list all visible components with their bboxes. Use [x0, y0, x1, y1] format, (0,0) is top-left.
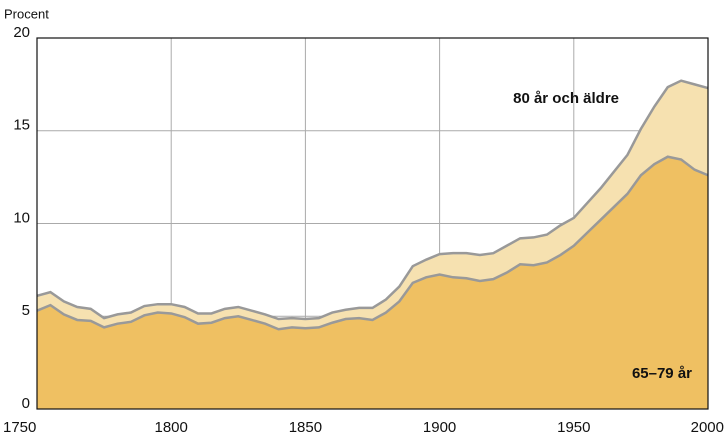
- plot-frame: [36, 37, 709, 410]
- y-tick-label: 10: [13, 209, 30, 226]
- area: [37, 156, 708, 409]
- y-tick-label: 0: [22, 395, 30, 412]
- x-tick-label: 1750: [3, 419, 36, 436]
- x-tick-label: 1950: [557, 419, 590, 436]
- x-tick-label: 1850: [289, 419, 322, 436]
- y-axis-label: Procent: [4, 6, 49, 21]
- x-tick-label: 1800: [155, 419, 188, 436]
- x-tick-label: 2000: [691, 419, 724, 436]
- x-tick-label: 1900: [423, 419, 456, 436]
- y-tick-label: 15: [13, 117, 30, 134]
- area-outline: [36, 79, 709, 321]
- series-label: 65–79 år: [632, 365, 692, 382]
- y-tick-label: 20: [13, 24, 30, 41]
- area-outline: [36, 155, 709, 331]
- y-tick-label: 5: [22, 302, 30, 319]
- series-label: 80 år och äldre: [513, 90, 619, 107]
